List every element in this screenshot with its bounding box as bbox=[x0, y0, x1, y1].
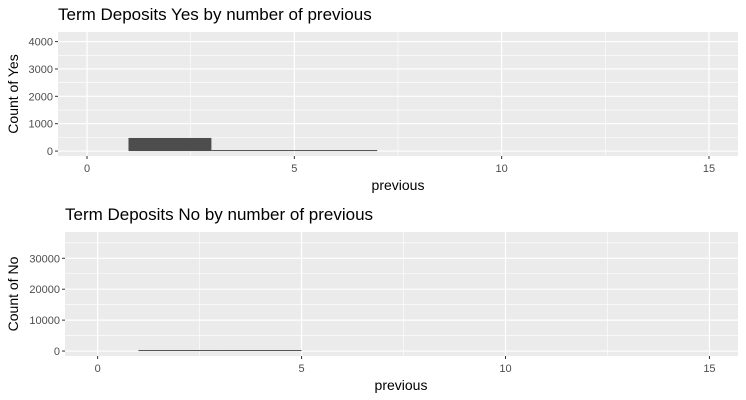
x-tick-label: 5 bbox=[299, 363, 305, 375]
gridlines bbox=[58, 32, 738, 156]
x-tick-label: 10 bbox=[496, 163, 508, 175]
x-tick-label: 15 bbox=[703, 363, 715, 375]
y-axis: 0 10000 20000 30000 bbox=[29, 253, 65, 358]
x-tick-label: 5 bbox=[291, 163, 297, 175]
y-axis: 0 1000 2000 3000 4000 bbox=[29, 37, 58, 158]
x-axis: 0 5 10 15 bbox=[84, 156, 715, 175]
histogram-bar bbox=[219, 350, 302, 352]
histogram-bar bbox=[128, 137, 212, 152]
x-axis-title: previous bbox=[375, 377, 428, 393]
bars bbox=[128, 137, 378, 152]
chart-title: Term Deposits No by number of previous bbox=[65, 205, 373, 224]
y-axis-title: Count of No bbox=[5, 256, 21, 331]
y-tick-label: 4000 bbox=[29, 37, 53, 49]
y-tick-label: 1000 bbox=[29, 119, 53, 131]
chart-title: Term Deposits Yes by number of previous bbox=[58, 5, 372, 24]
x-tick-label: 10 bbox=[499, 363, 511, 375]
x-axis-title: previous bbox=[372, 177, 425, 193]
chart-yes: Term Deposits Yes by number of previous … bbox=[5, 5, 738, 193]
histogram-bar bbox=[138, 350, 220, 352]
y-tick-label: 2000 bbox=[29, 91, 53, 103]
x-tick-label: 15 bbox=[703, 163, 715, 175]
y-axis-title: Count of Yes bbox=[5, 54, 21, 133]
x-tick-label: 0 bbox=[84, 163, 90, 175]
y-tick-label: 30000 bbox=[29, 253, 60, 265]
gridlines bbox=[65, 232, 738, 356]
x-tick-label: 0 bbox=[95, 363, 101, 375]
y-tick-label: 3000 bbox=[29, 64, 53, 76]
bars bbox=[138, 350, 302, 352]
chart-no: Term Deposits No by number of previous 0… bbox=[5, 205, 738, 393]
y-tick-label: 0 bbox=[54, 346, 60, 358]
histogram-bar bbox=[294, 150, 378, 152]
histogram-bar bbox=[211, 150, 295, 152]
y-tick-label: 10000 bbox=[29, 315, 60, 327]
y-tick-label: 0 bbox=[47, 146, 53, 158]
x-axis: 0 5 10 15 bbox=[95, 356, 716, 375]
y-tick-label: 20000 bbox=[29, 284, 60, 296]
plot-panel bbox=[65, 232, 738, 356]
